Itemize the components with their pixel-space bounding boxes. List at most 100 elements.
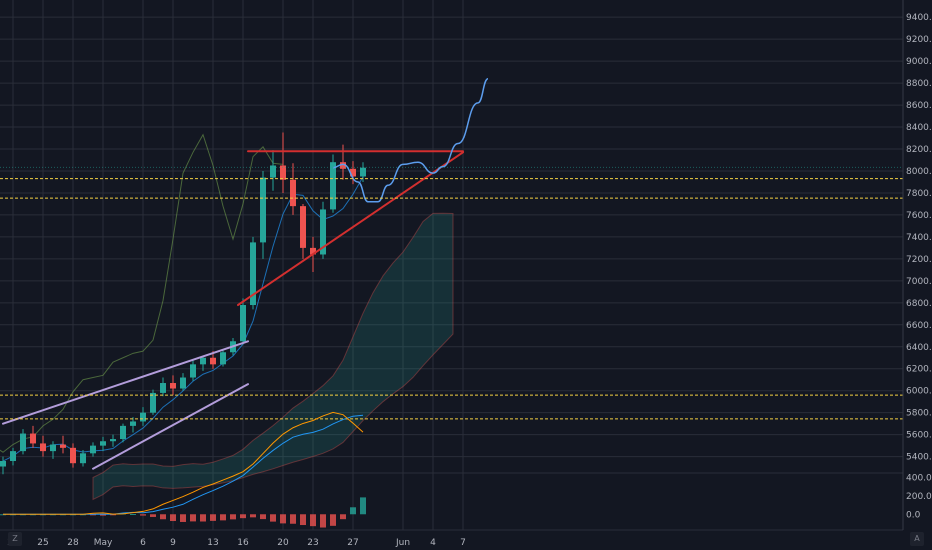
- time-axis[interactable]: 222528May691316202327Jun47: [7, 538, 466, 548]
- candle: [200, 355, 206, 371]
- candle-body: [30, 433, 36, 444]
- macd-histogram-bar: [180, 514, 186, 522]
- macd-histogram-bar: [200, 514, 206, 522]
- candle-body: [80, 453, 86, 464]
- price-tick-label: 7800.0: [906, 189, 932, 199]
- candle: [220, 348, 226, 367]
- candle: [300, 203, 306, 259]
- candle: [120, 423, 126, 443]
- channel-upper-line[interactable]: [2, 340, 249, 425]
- candle-body: [250, 242, 256, 306]
- candle-body: [360, 167, 366, 177]
- price-tick-label: 7400.0: [906, 233, 932, 243]
- rising-trend-line[interactable]: [237, 151, 464, 307]
- signal-line: [3, 411, 364, 515]
- time-tick-label: 23: [307, 538, 318, 548]
- macd-histogram-bar: [280, 514, 286, 524]
- candle-body: [100, 441, 106, 446]
- price-tick-label: 6800.0: [906, 299, 932, 309]
- candle: [260, 170, 266, 259]
- candle-body: [150, 392, 156, 413]
- auto-scale-button[interactable]: A: [910, 532, 924, 546]
- osc-tick-label: 200.0: [906, 492, 932, 502]
- candle-body: [20, 433, 26, 452]
- candle: [0, 456, 6, 475]
- macd-histogram-bar: [350, 507, 356, 515]
- drawings[interactable]: [2, 77, 489, 470]
- lagging-span-line: [0, 133, 284, 453]
- price-tick-label: 9200.0: [906, 35, 932, 45]
- macd-histogram-bar: [170, 514, 176, 522]
- projection-path[interactable]: [332, 77, 489, 203]
- macd-histogram-bar: [260, 514, 266, 520]
- candle: [110, 434, 116, 447]
- candle: [90, 442, 96, 457]
- time-tick-label: 9: [170, 538, 176, 548]
- macd-histogram-bar: [220, 514, 226, 521]
- candle: [60, 435, 66, 454]
- price-tick-label: 6000.0: [906, 387, 932, 397]
- candle-body: [350, 168, 356, 177]
- macd-histogram-bar: [130, 513, 136, 515]
- candle-body: [310, 247, 316, 255]
- price-tick-label: 6400.0: [906, 343, 932, 353]
- candle: [130, 417, 136, 433]
- macd-histogram-bar: [100, 514, 106, 516]
- macd-histogram-bar: [360, 497, 366, 515]
- price-tick-label: 6200.0: [906, 365, 932, 375]
- macd-histogram-bar: [250, 514, 256, 518]
- macd-histogram-bar: [210, 514, 216, 521]
- candle-body: [70, 447, 76, 464]
- candle: [160, 377, 166, 397]
- time-tick-label: May: [94, 538, 113, 548]
- macd-histogram-bar: [300, 514, 306, 526]
- candle-body: [120, 425, 126, 440]
- macd-histogram-bar: [230, 514, 236, 520]
- price-tick-label: 8600.0: [906, 101, 932, 111]
- candle: [350, 161, 356, 185]
- price-tick-label: 6600.0: [906, 321, 932, 331]
- macd-histogram-bar: [330, 514, 336, 526]
- candle-body: [270, 165, 276, 178]
- macd-histogram-bar: [160, 514, 166, 520]
- candle: [240, 298, 246, 345]
- price-tick-label: 5400.0: [906, 453, 932, 463]
- candle-body: [180, 377, 186, 389]
- price-tick-label: 5600.0: [906, 431, 932, 441]
- macd-histogram-bar: [270, 514, 276, 522]
- channel-lower-line[interactable]: [92, 383, 249, 470]
- price-tick-label: 8000.0: [906, 167, 932, 177]
- candle: [280, 132, 286, 193]
- candle: [20, 429, 26, 455]
- macd-histogram-bar: [320, 514, 326, 528]
- time-tick-label: 20: [277, 538, 289, 548]
- candle-body: [260, 177, 266, 243]
- macd-histogram-bar: [290, 514, 296, 524]
- time-tick-label: Jun: [395, 538, 410, 548]
- candle-body: [110, 439, 116, 442]
- candle-body: [130, 421, 136, 426]
- macd-histogram-bar: [240, 514, 246, 519]
- price-tick-label: 8200.0: [906, 145, 932, 155]
- time-tick-label: 27: [347, 538, 358, 548]
- candles: [0, 132, 366, 475]
- candle: [250, 236, 256, 310]
- candle-body: [290, 179, 296, 207]
- candle-body: [300, 206, 306, 248]
- price-tick-label: 8800.0: [906, 79, 932, 89]
- osc-tick-label: 400.0: [906, 474, 932, 484]
- candle: [50, 441, 56, 459]
- time-tick-label: 25: [37, 538, 48, 548]
- candle: [30, 425, 36, 448]
- candle-body: [10, 451, 16, 462]
- candle-body: [160, 383, 166, 393]
- candle-body: [320, 209, 326, 255]
- price-axis[interactable]: 9400.0 9200.0 9000.0 8800.0 8600.0 8400.0 8200…: [902, 0, 932, 550]
- zoom-button[interactable]: Z: [8, 532, 22, 546]
- time-tick-label: 13: [207, 538, 218, 548]
- candle: [330, 154, 336, 213]
- candle: [10, 447, 16, 466]
- time-tick-label: 4: [430, 538, 436, 548]
- price-tick-label: 7000.0: [906, 277, 932, 287]
